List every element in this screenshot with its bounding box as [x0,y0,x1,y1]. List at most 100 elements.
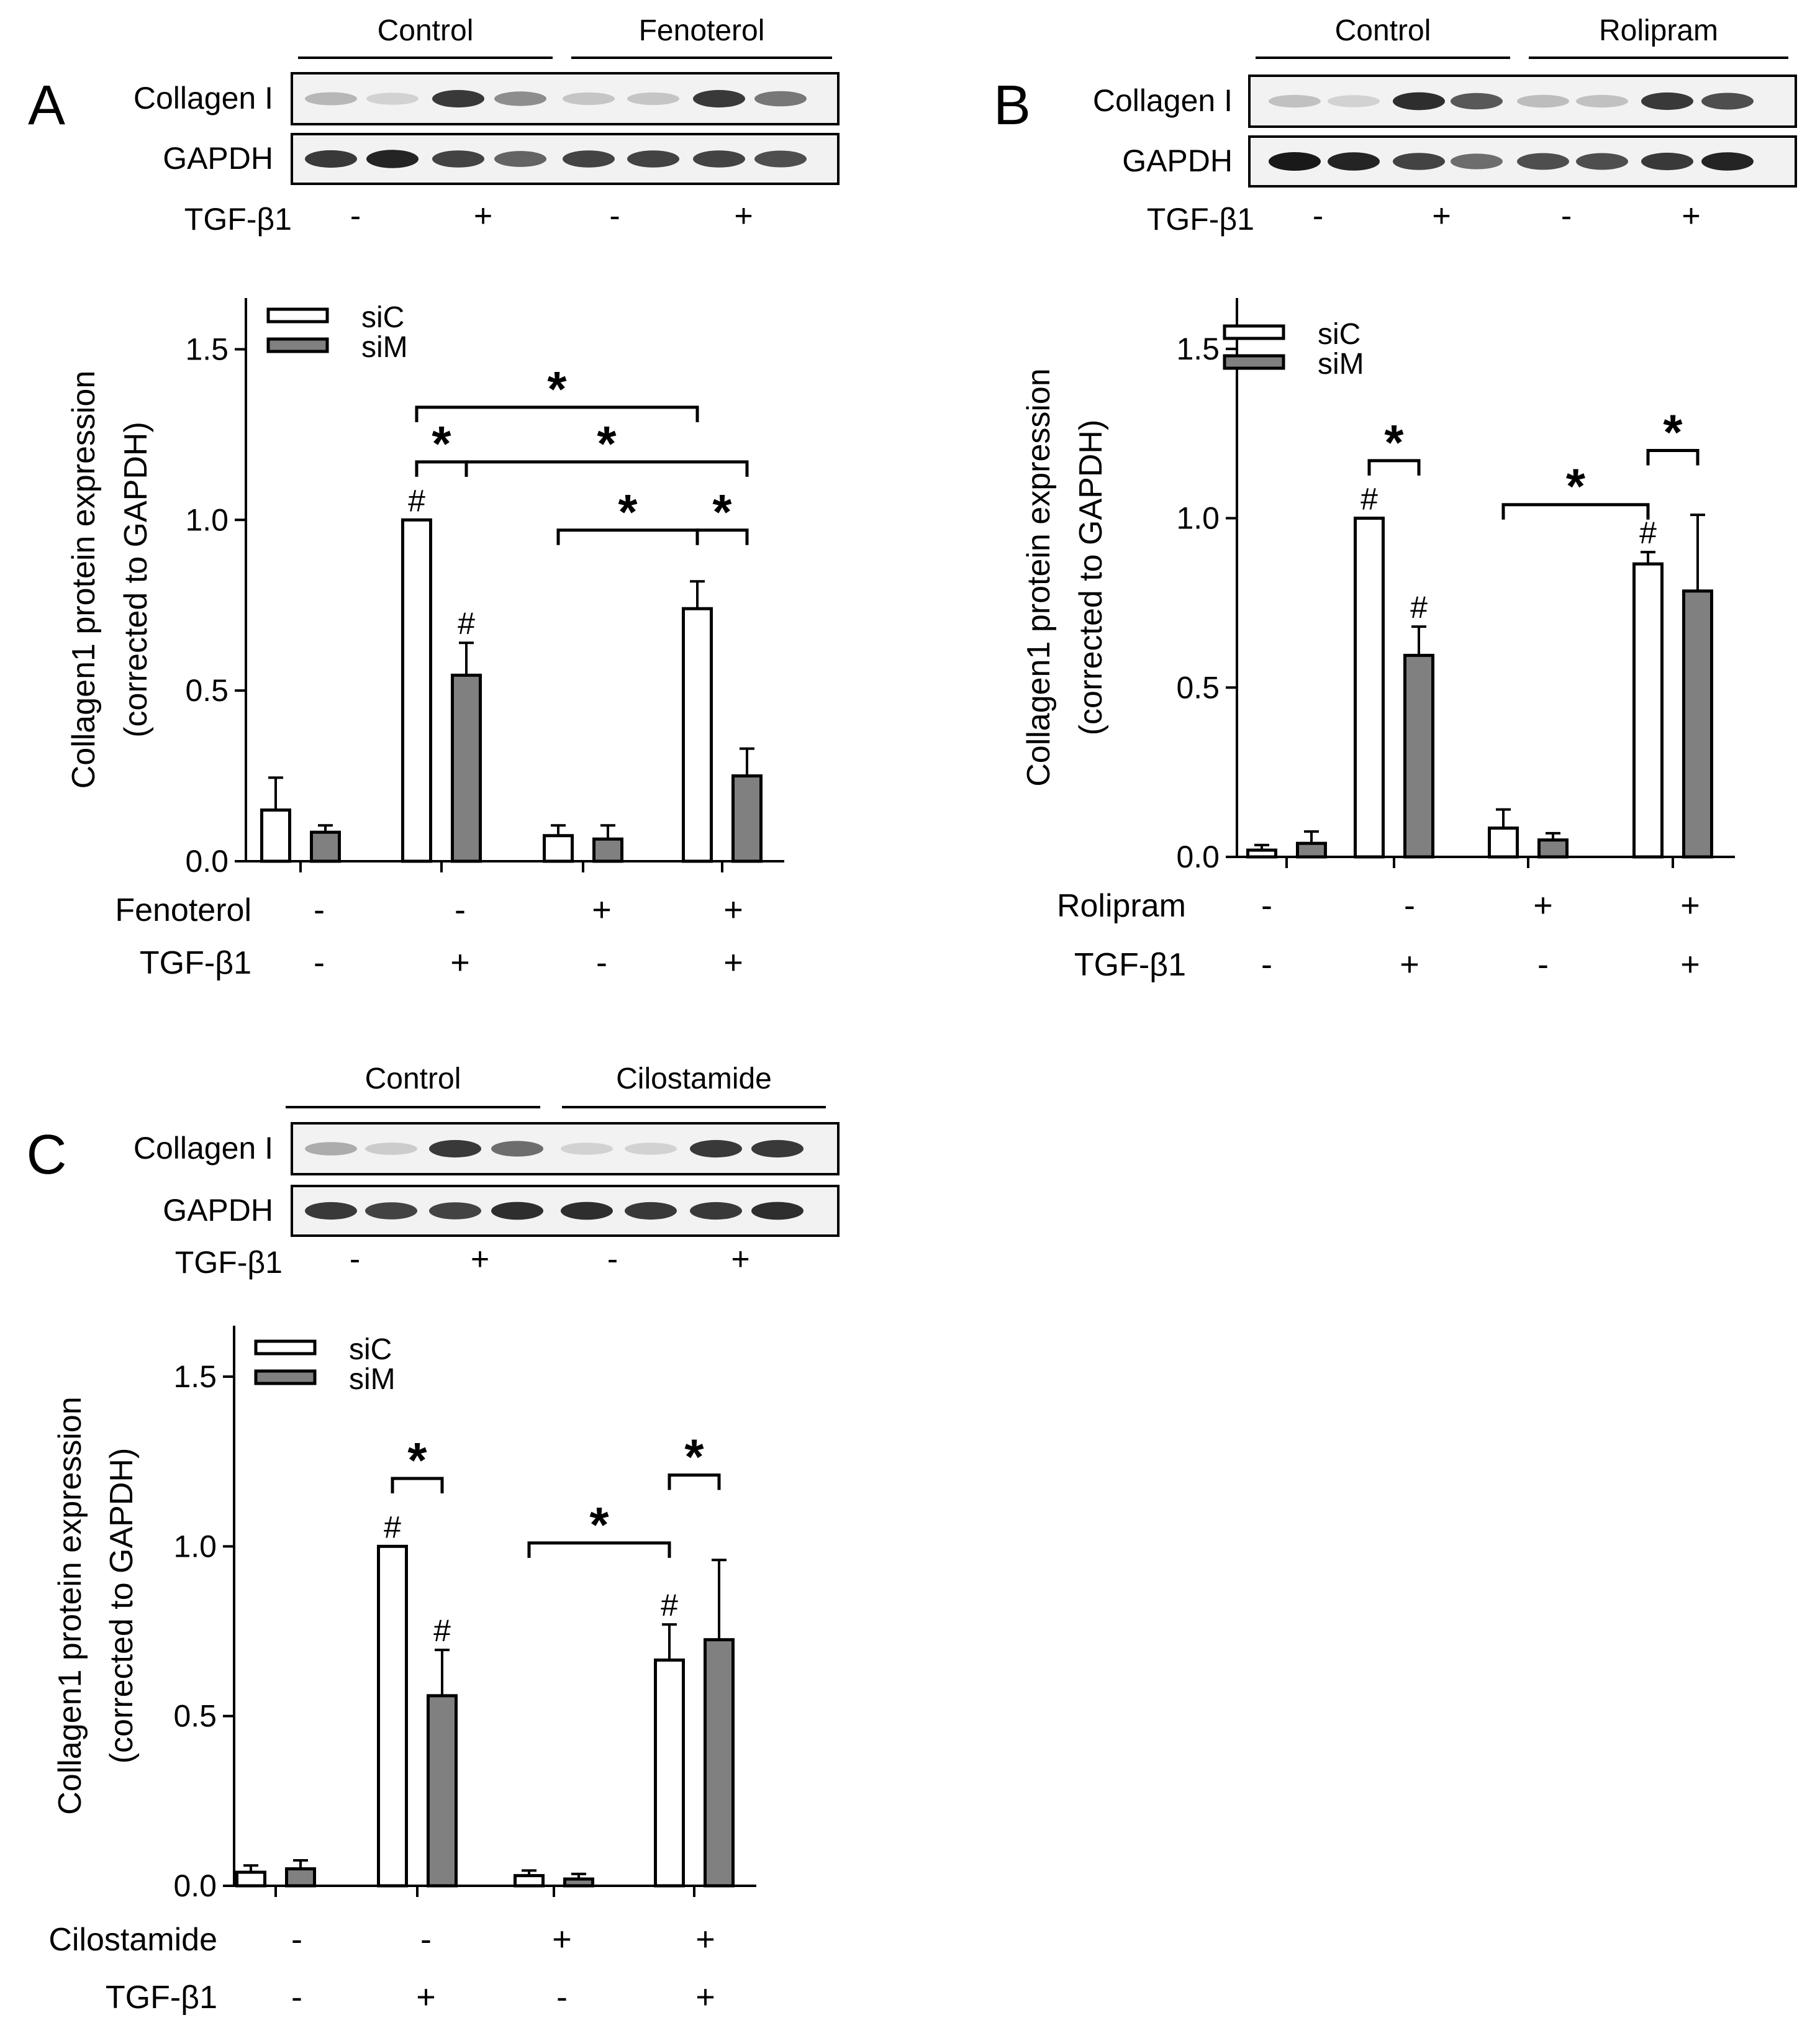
condition-label: TGF-β1 [140,945,251,981]
condition-label: Cilostamide [48,1922,217,1958]
blot-band [627,92,679,106]
bar-sic [1354,517,1385,859]
blot-band [1451,93,1503,110]
condition-sign: - [596,944,607,981]
western-blot: Control Fenoterol Collagen I GAPDH TGF-β1 - + -… [134,14,840,237]
y-tick-label: 1.5 [1176,332,1220,366]
bar-sic [1488,826,1519,859]
blot-band [625,1143,677,1155]
bar-sim [451,673,482,863]
blot-row-label: GAPDH [1122,143,1233,178]
condition-sign: + [1680,887,1700,924]
blot-band [429,1202,481,1220]
significance-star: * [547,361,567,417]
bar-sic [260,808,291,863]
blot-band [1269,152,1321,171]
blot-band [494,91,546,106]
blot-tgf-label: TGF-β1 [1147,202,1254,237]
legend-swatch [254,1369,317,1385]
legend-swatch [266,307,329,324]
significance-star: * [712,484,732,540]
blot-band [1701,93,1754,110]
blot-band [754,91,807,107]
blot-group-label: Rolipram [1599,14,1718,47]
panel-letter: A [28,75,65,137]
condition-sign: - [291,1978,302,2016]
blot-band [494,151,546,167]
legend-swatch [254,1339,317,1356]
condition-sign: - [455,891,466,928]
significance-bracket [1367,459,1421,476]
significance-star: * [432,416,451,471]
blot-band [690,1202,742,1220]
significance-bracket [415,405,699,422]
panel-c: C Control Cilostamide Collagen I GAPDH TGF-β1… [27,1062,840,2016]
bar-sim [1682,589,1713,859]
blot-band [693,89,745,108]
condition-sign: + [695,1921,715,1958]
blot-band [1451,153,1503,170]
condition-sign: - [1261,946,1272,983]
significance-bracket [527,1541,671,1558]
bar-sim [1403,653,1434,859]
blot-tgf-sign: - [350,198,361,234]
hash-mark: # [1360,482,1378,517]
blot-band [1576,153,1628,170]
blot-group-label: Cilostamide [616,1062,772,1095]
blot-tgf-sign: + [1682,198,1700,234]
bar-sic [543,834,574,863]
blot-band [563,92,615,106]
condition-sign: + [723,944,743,981]
condition-sign: + [1680,946,1700,983]
condition-sign: - [420,1921,432,1958]
blot-band [1269,94,1321,108]
blot-group-label: Control [378,14,474,47]
bar-sim [285,1867,316,1888]
condition-sign: - [1261,887,1272,924]
blot-band [1517,153,1569,170]
blot-tgf-sign: - [607,1241,618,1277]
blot-band [365,1202,417,1220]
western-blot: Control Cilostamide Collagen I GAPDH TGF-β1 -… [134,1062,840,1280]
significance-star: * [684,1429,704,1485]
bar-sic [401,518,432,863]
legend-label: siM [361,331,408,364]
blot-band [1328,95,1380,107]
condition-sign: - [291,1921,302,1958]
bar-sic [1632,562,1664,859]
blot-row-label: Collagen I [134,81,273,115]
blot-tgf-sign: - [1561,198,1572,234]
condition-sign: + [723,891,743,928]
blot-band [365,1143,417,1155]
blot-band [625,1202,677,1220]
y-tick-label: 0.5 [173,1699,217,1734]
significance-star: * [1566,459,1586,514]
bar-sim [310,830,341,863]
condition-label: TGF-β1 [106,1980,217,2016]
bar-sim [704,1638,735,1888]
bar-sic [235,1870,266,1888]
significance-bracket [464,460,749,477]
hash-mark: # [1410,590,1428,625]
condition-sign: - [314,944,325,981]
hash-mark: # [433,1613,451,1648]
y-tick-label: 0.5 [1176,670,1220,705]
blot-band [1328,152,1380,171]
blot-band [690,1139,742,1158]
y-axis-label-sub: (corrected to GAPDH) [1073,420,1109,736]
blot-band [432,89,484,108]
legend-label: siC [1318,318,1360,351]
y-tick-label: 0.0 [1176,840,1220,874]
bar-sic [654,1658,685,1888]
bar-sic [377,1544,408,1888]
blot-group-label: Control [365,1062,461,1095]
condition-sign: + [552,1921,572,1958]
y-tick-label: 1.5 [173,1359,217,1394]
condition-sign: - [314,891,325,928]
condition-sign: - [1537,946,1549,983]
hash-mark: # [1639,515,1657,550]
hash-mark: # [408,483,425,518]
